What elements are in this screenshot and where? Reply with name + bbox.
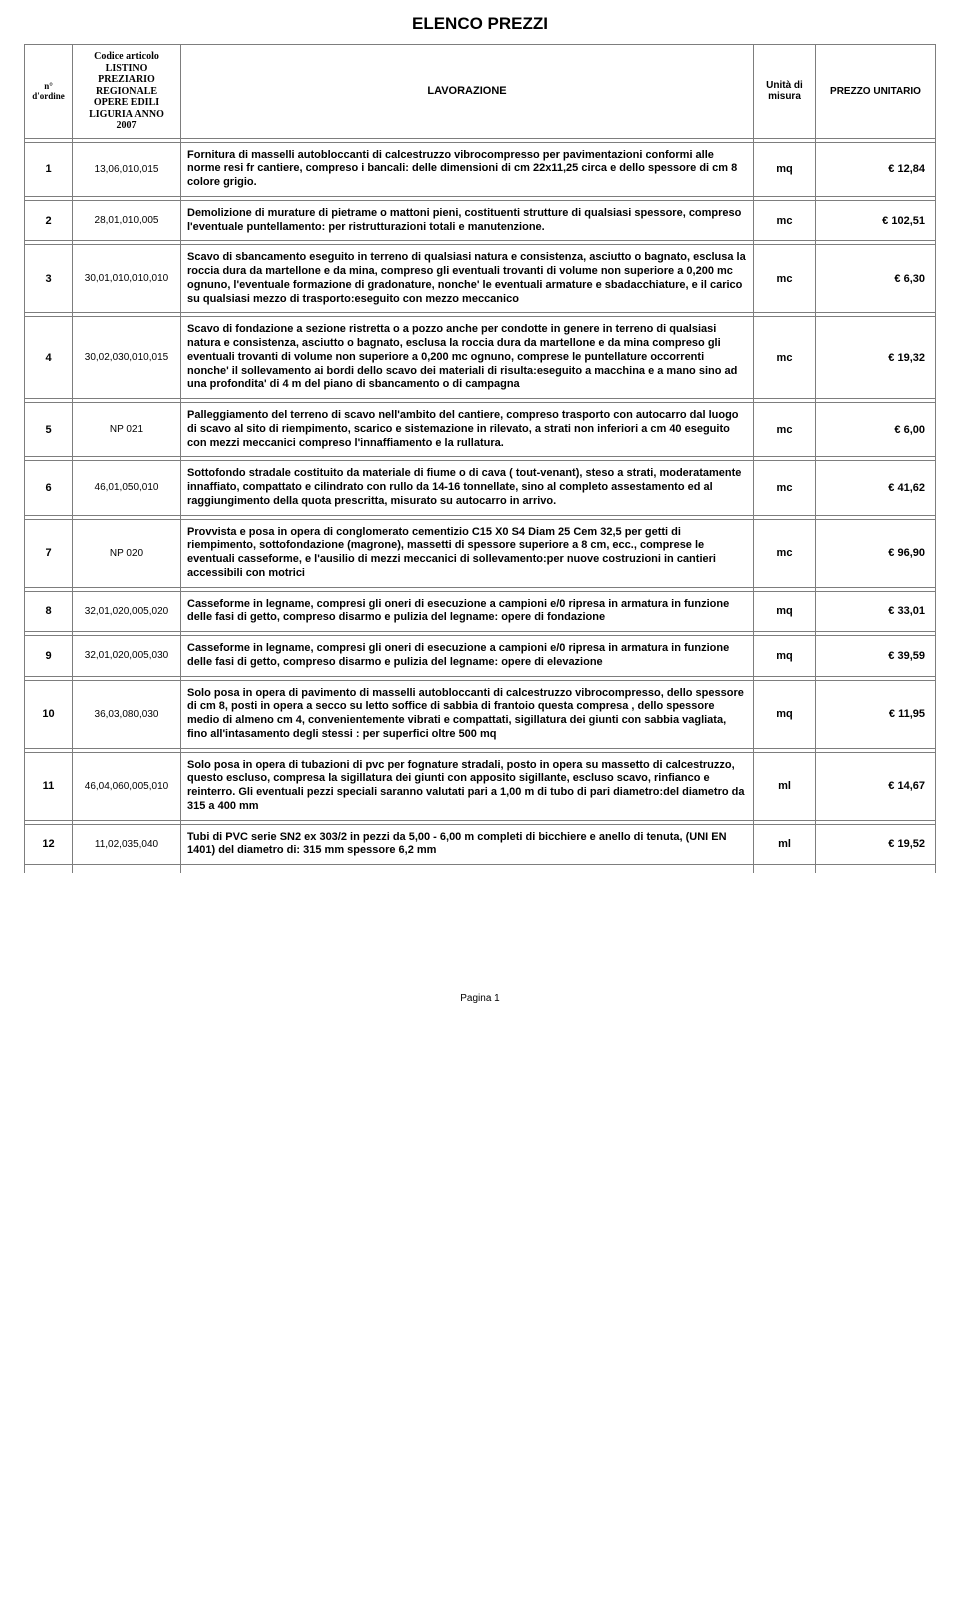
col-header-unit: Unità di misura bbox=[754, 45, 816, 139]
cell-work: Casseforme in legname, compresi gli oner… bbox=[181, 591, 754, 632]
cell-unit: mc bbox=[754, 461, 816, 515]
table-row: 113,06,010,015Fornitura di masselli auto… bbox=[25, 142, 936, 196]
cell-price: € 6,30 bbox=[816, 245, 936, 313]
cell-price: € 12,84 bbox=[816, 142, 936, 196]
cell-code: 32,01,020,005,020 bbox=[73, 591, 181, 632]
cell-price: € 11,95 bbox=[816, 680, 936, 748]
cell-price: € 41,62 bbox=[816, 461, 936, 515]
cell-order: 1 bbox=[25, 142, 73, 196]
cell-price: € 19,32 bbox=[816, 317, 936, 399]
table-row: 430,02,030,010,015Scavo di fondazione a … bbox=[25, 317, 936, 399]
cell-order: 7 bbox=[25, 519, 73, 587]
cell-code: 46,04,060,005,010 bbox=[73, 752, 181, 820]
cell-work: Fornitura di masselli autobloccanti di c… bbox=[181, 142, 754, 196]
table-row: 1146,04,060,005,010Solo posa in opera di… bbox=[25, 752, 936, 820]
cell-work: Casseforme in legname, compresi gli oner… bbox=[181, 636, 754, 677]
cell-code: 11,02,035,040 bbox=[73, 824, 181, 865]
cell-price: € 39,59 bbox=[816, 636, 936, 677]
cell-unit: mc bbox=[754, 317, 816, 399]
col-header-order: n° d'ordine bbox=[25, 45, 73, 139]
table-row: 832,01,020,005,020Casseforme in legname,… bbox=[25, 591, 936, 632]
page-title: ELENCO PREZZI bbox=[24, 0, 936, 44]
cell-code: 28,01,010,005 bbox=[73, 200, 181, 241]
table-row: 330,01,010,010,010Scavo di sbancamento e… bbox=[25, 245, 936, 313]
cell-unit: mc bbox=[754, 519, 816, 587]
cell-code: 46,01,050,010 bbox=[73, 461, 181, 515]
cell-work: Sottofondo stradale costituito da materi… bbox=[181, 461, 754, 515]
cell-code: 32,01,020,005,030 bbox=[73, 636, 181, 677]
table-row: 5NP 021Palleggiamento del terreno di sca… bbox=[25, 403, 936, 457]
cell-unit: mc bbox=[754, 403, 816, 457]
table-header-row: n° d'ordine Codice articolo LISTINO PREZ… bbox=[25, 45, 936, 139]
cell-unit: mc bbox=[754, 200, 816, 241]
cell-work: Solo posa in opera di tubazioni di pvc p… bbox=[181, 752, 754, 820]
cell-work: Tubi di PVC serie SN2 ex 303/2 in pezzi … bbox=[181, 824, 754, 865]
cell-price: € 19,52 bbox=[816, 824, 936, 865]
col-header-code: Codice articolo LISTINO PREZIARIO REGION… bbox=[73, 45, 181, 139]
cell-order: 5 bbox=[25, 403, 73, 457]
cell-code: 36,03,080,030 bbox=[73, 680, 181, 748]
cell-price: € 33,01 bbox=[816, 591, 936, 632]
cell-unit: ml bbox=[754, 752, 816, 820]
cell-work: Demolizione di murature di pietrame o ma… bbox=[181, 200, 754, 241]
cell-price: € 96,90 bbox=[816, 519, 936, 587]
cell-unit: ml bbox=[754, 824, 816, 865]
col-header-price: PREZZO UNITARIO bbox=[816, 45, 936, 139]
cell-order: 2 bbox=[25, 200, 73, 241]
cell-price: € 14,67 bbox=[816, 752, 936, 820]
table-row: 932,01,020,005,030Casseforme in legname,… bbox=[25, 636, 936, 677]
cell-work: Provvista e posa in opera di conglomerat… bbox=[181, 519, 754, 587]
cell-price: € 6,00 bbox=[816, 403, 936, 457]
table-row: 646,01,050,010Sottofondo stradale costit… bbox=[25, 461, 936, 515]
cell-order: 12 bbox=[25, 824, 73, 865]
cell-order: 11 bbox=[25, 752, 73, 820]
cell-unit: mq bbox=[754, 142, 816, 196]
cell-code: NP 020 bbox=[73, 519, 181, 587]
cell-unit: mq bbox=[754, 591, 816, 632]
cell-work: Scavo di sbancamento eseguito in terreno… bbox=[181, 245, 754, 313]
cell-work: Scavo di fondazione a sezione ristretta … bbox=[181, 317, 754, 399]
cell-price: € 102,51 bbox=[816, 200, 936, 241]
row-gap bbox=[25, 865, 936, 873]
cell-order: 8 bbox=[25, 591, 73, 632]
cell-unit: mq bbox=[754, 636, 816, 677]
cell-order: 4 bbox=[25, 317, 73, 399]
cell-order: 3 bbox=[25, 245, 73, 313]
table-row: 7NP 020Provvista e posa in opera di cong… bbox=[25, 519, 936, 587]
cell-unit: mq bbox=[754, 680, 816, 748]
cell-work: Palleggiamento del terreno di scavo nell… bbox=[181, 403, 754, 457]
cell-code: NP 021 bbox=[73, 403, 181, 457]
cell-code: 30,02,030,010,015 bbox=[73, 317, 181, 399]
col-header-work: LAVORAZIONE bbox=[181, 45, 754, 139]
cell-order: 9 bbox=[25, 636, 73, 677]
page-footer: Pagina 1 bbox=[24, 873, 936, 1004]
cell-code: 13,06,010,015 bbox=[73, 142, 181, 196]
cell-code: 30,01,010,010,010 bbox=[73, 245, 181, 313]
table-row: 1211,02,035,040Tubi di PVC serie SN2 ex … bbox=[25, 824, 936, 865]
table-row: 1036,03,080,030Solo posa in opera di pav… bbox=[25, 680, 936, 748]
table-row: 228,01,010,005Demolizione di murature di… bbox=[25, 200, 936, 241]
price-table: n° d'ordine Codice articolo LISTINO PREZ… bbox=[24, 44, 936, 873]
cell-unit: mc bbox=[754, 245, 816, 313]
cell-order: 6 bbox=[25, 461, 73, 515]
cell-work: Solo posa in opera di pavimento di masse… bbox=[181, 680, 754, 748]
cell-order: 10 bbox=[25, 680, 73, 748]
